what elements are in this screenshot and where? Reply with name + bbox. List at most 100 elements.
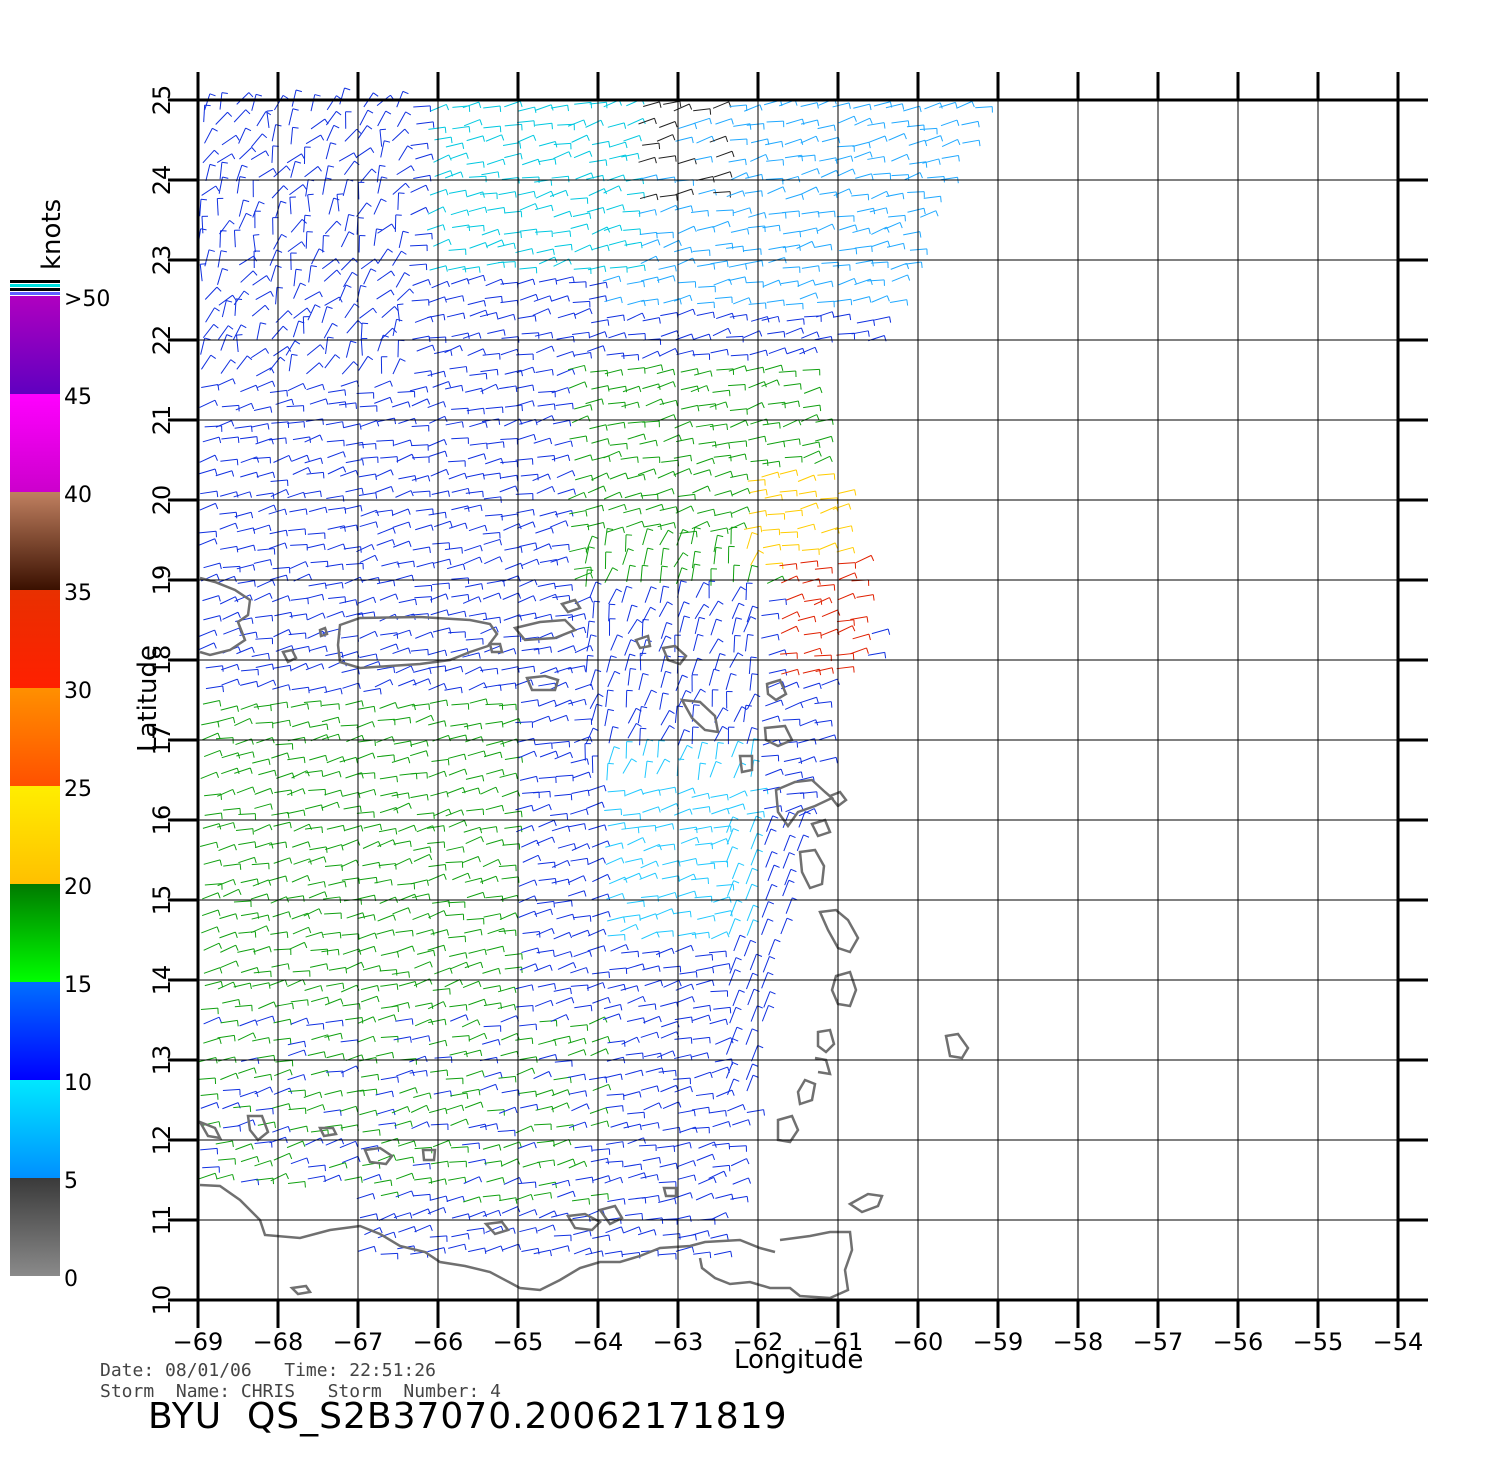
wind-barb-flag bbox=[641, 858, 644, 865]
wind-barb-flag bbox=[501, 839, 505, 846]
wind-barb bbox=[785, 897, 793, 914]
wind-barb-flag bbox=[778, 279, 782, 286]
wind-barb bbox=[427, 1247, 445, 1253]
wind-barb-flag bbox=[379, 1227, 383, 1234]
wind-barb bbox=[690, 1052, 708, 1058]
wind-barb-flag bbox=[730, 825, 732, 832]
wind-barb-flag bbox=[795, 626, 800, 632]
wind-barb bbox=[200, 1007, 218, 1011]
wind-barb-flag bbox=[762, 367, 765, 374]
wind-barb bbox=[785, 302, 803, 306]
wind-barb-flag bbox=[256, 472, 259, 479]
x-tick-label: −66 bbox=[413, 1328, 464, 1356]
wind-barb bbox=[644, 761, 648, 779]
wind-barb-flag bbox=[443, 401, 447, 408]
wind-barb bbox=[678, 122, 696, 129]
wind-barb-flag bbox=[642, 673, 649, 676]
wind-barb-flag bbox=[285, 489, 290, 496]
wind-barb-flag bbox=[815, 502, 819, 509]
wind-barb-flag bbox=[303, 1074, 306, 1081]
wind-barb-flag bbox=[288, 1103, 291, 1110]
wind-barb bbox=[761, 612, 779, 617]
wind-barb-flag bbox=[392, 539, 396, 546]
wind-barb bbox=[204, 812, 222, 816]
wind-barb bbox=[357, 705, 375, 710]
wind-barb bbox=[377, 1231, 395, 1239]
wind-barb-flag bbox=[285, 896, 290, 903]
wind-barb-flag bbox=[889, 316, 892, 323]
wind-barb bbox=[307, 304, 316, 321]
wind-barb bbox=[675, 437, 693, 443]
wind-barb-flag bbox=[602, 207, 606, 214]
wind-barb bbox=[712, 101, 729, 109]
wind-barb-flag bbox=[341, 844, 344, 851]
wind-barb bbox=[482, 1194, 500, 1198]
wind-barb-flag bbox=[359, 423, 362, 430]
wind-barb bbox=[746, 904, 754, 922]
wind-barb bbox=[272, 684, 289, 690]
wind-barb bbox=[585, 569, 588, 587]
wind-barb bbox=[592, 601, 595, 619]
wind-barb bbox=[374, 396, 391, 404]
wind-barb bbox=[323, 896, 341, 900]
wind-barb-flag bbox=[689, 1142, 692, 1149]
wind-barb bbox=[639, 174, 657, 180]
wind-barb bbox=[237, 1119, 254, 1127]
wind-barb-flag bbox=[401, 250, 407, 255]
wind-barb-flag bbox=[765, 489, 768, 496]
wind-barb-flag bbox=[268, 758, 271, 765]
wind-barb bbox=[728, 383, 746, 387]
wind-barb-flag bbox=[305, 663, 309, 670]
wind-barb bbox=[694, 895, 712, 899]
wind-barb bbox=[605, 1105, 623, 1109]
wind-barb bbox=[673, 910, 691, 915]
wind-barb bbox=[692, 634, 699, 651]
wind-barb bbox=[468, 206, 486, 213]
wind-barb-flag bbox=[393, 1154, 397, 1161]
wind-barb bbox=[447, 753, 465, 759]
wind-barb-flag bbox=[325, 846, 328, 853]
wind-barb-flag bbox=[567, 454, 571, 461]
wind-barb-flag bbox=[602, 857, 606, 864]
wind-barb bbox=[270, 479, 288, 483]
wind-barb bbox=[254, 1086, 271, 1095]
wind-barb bbox=[363, 687, 381, 693]
wind-barb-flag bbox=[585, 808, 589, 815]
wind-barb bbox=[534, 204, 552, 211]
wind-barb bbox=[626, 963, 644, 970]
wind-barb bbox=[462, 652, 480, 658]
wind-barb-flag bbox=[566, 813, 569, 820]
wind-barb-flag bbox=[731, 151, 735, 158]
wind-barb-flag bbox=[586, 1103, 590, 1110]
wind-barb-flag bbox=[623, 916, 626, 923]
wind-barb bbox=[308, 891, 325, 899]
wind-barb-flag bbox=[464, 1244, 467, 1251]
wind-barb-flag bbox=[396, 776, 398, 783]
wind-barb-flag bbox=[321, 770, 324, 777]
wind-barb bbox=[534, 964, 551, 972]
wind-barb bbox=[725, 673, 732, 690]
wind-barb bbox=[679, 745, 688, 761]
wind-barb bbox=[412, 678, 429, 686]
wind-barb bbox=[747, 988, 755, 1006]
wind-barb bbox=[463, 826, 481, 833]
wind-barb bbox=[273, 1152, 290, 1161]
wind-barb bbox=[743, 616, 752, 633]
wind-barb bbox=[485, 278, 502, 287]
wind-barb-flag bbox=[396, 983, 399, 990]
wind-barb-flag bbox=[496, 668, 499, 675]
wind-barb-flag bbox=[428, 335, 431, 343]
wind-barb bbox=[814, 701, 832, 705]
wind-barb bbox=[484, 1245, 502, 1253]
wind-barb-flag bbox=[694, 123, 698, 130]
wind-barb bbox=[377, 110, 387, 127]
wind-barb-flag bbox=[340, 998, 344, 1005]
wind-barb-flag bbox=[374, 739, 376, 746]
wind-barb bbox=[219, 596, 236, 605]
wind-barb-flag bbox=[265, 150, 270, 157]
wind-barb-flag bbox=[607, 840, 611, 847]
wind-barb bbox=[522, 158, 539, 166]
wind-barb bbox=[622, 758, 632, 774]
wind-barb bbox=[552, 740, 570, 744]
wind-barb bbox=[309, 963, 327, 968]
